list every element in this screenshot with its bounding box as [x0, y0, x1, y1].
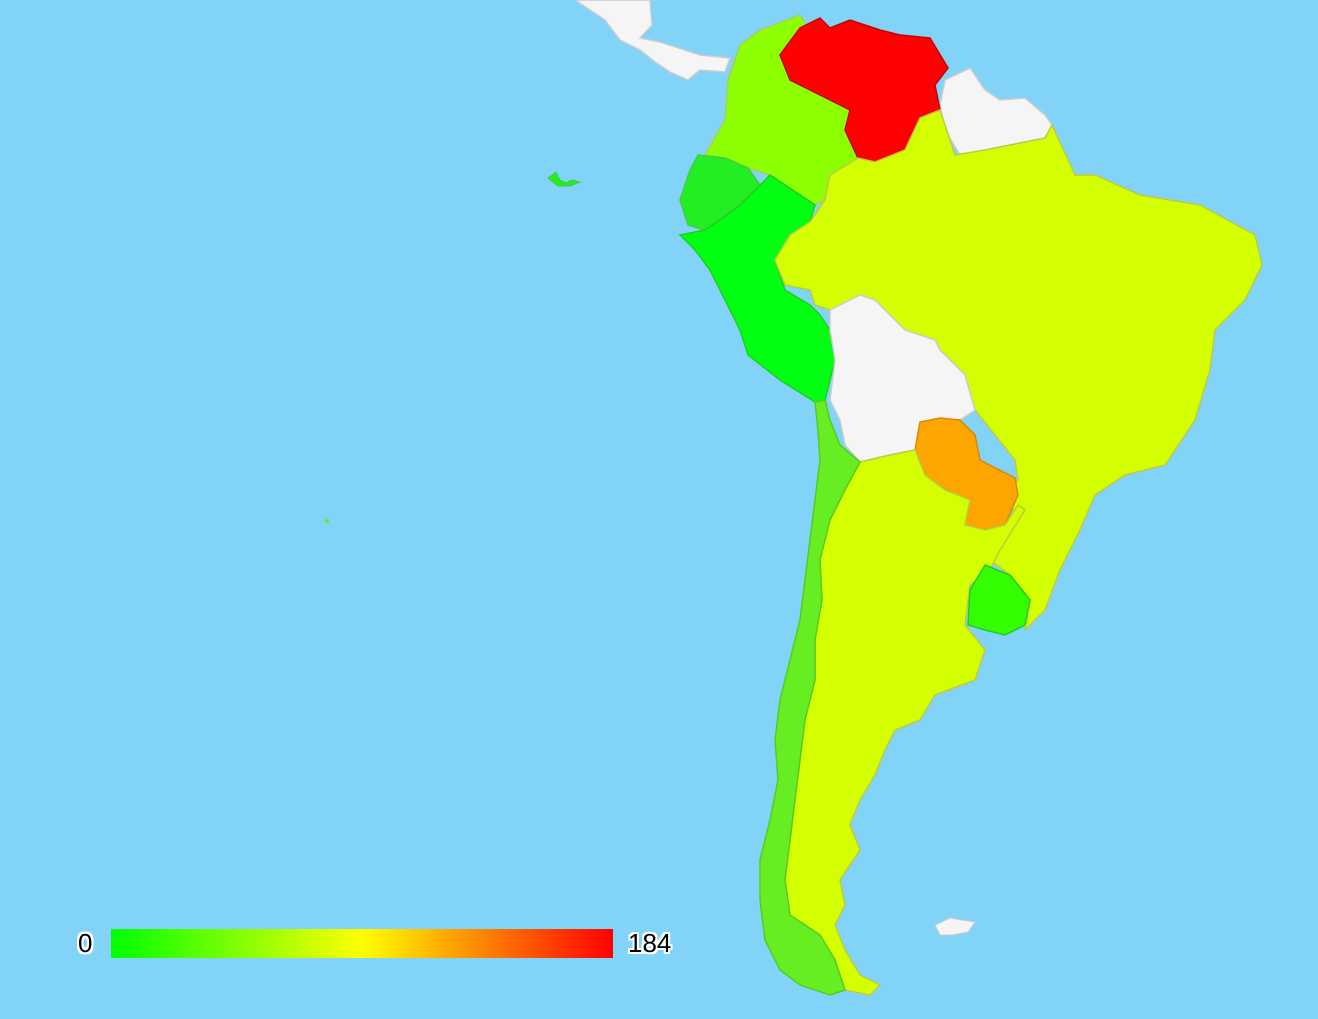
region-falklands[interactable]	[934, 917, 976, 936]
region-galapagos[interactable]	[547, 171, 582, 187]
small-island-marker	[325, 519, 329, 523]
legend-color-scale	[111, 929, 613, 958]
region-venezuela[interactable]	[779, 17, 949, 163]
legend-gradient-bar	[111, 929, 613, 958]
region-central-america[interactable]	[573, 0, 732, 81]
region-chile[interactable]	[759, 399, 861, 996]
region-uruguay[interactable]	[967, 564, 1031, 636]
legend-max-label: 184	[628, 928, 672, 958]
legend-min-label: 0	[78, 928, 93, 958]
